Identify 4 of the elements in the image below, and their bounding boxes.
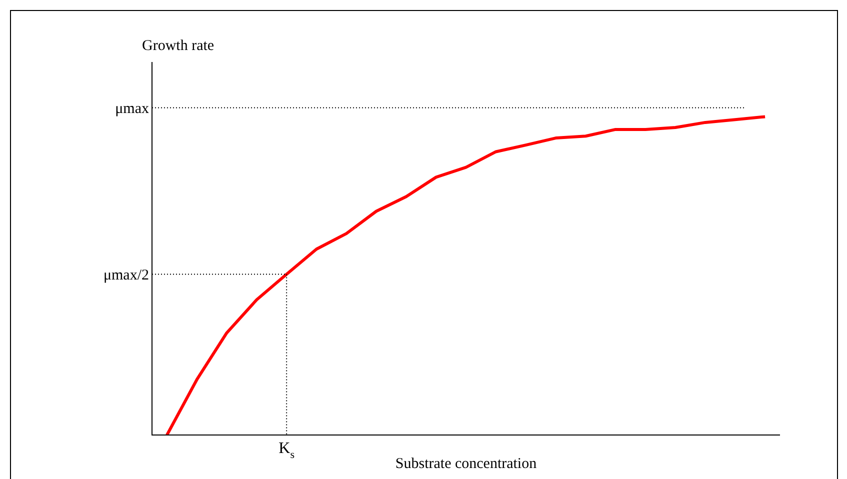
- ref-line-label: μmax: [115, 100, 150, 117]
- y-axis-title: Growth rate: [142, 38, 214, 54]
- x-axis-title: Substrate concentration: [395, 456, 538, 472]
- ref-line-label: μmax/2: [103, 267, 150, 284]
